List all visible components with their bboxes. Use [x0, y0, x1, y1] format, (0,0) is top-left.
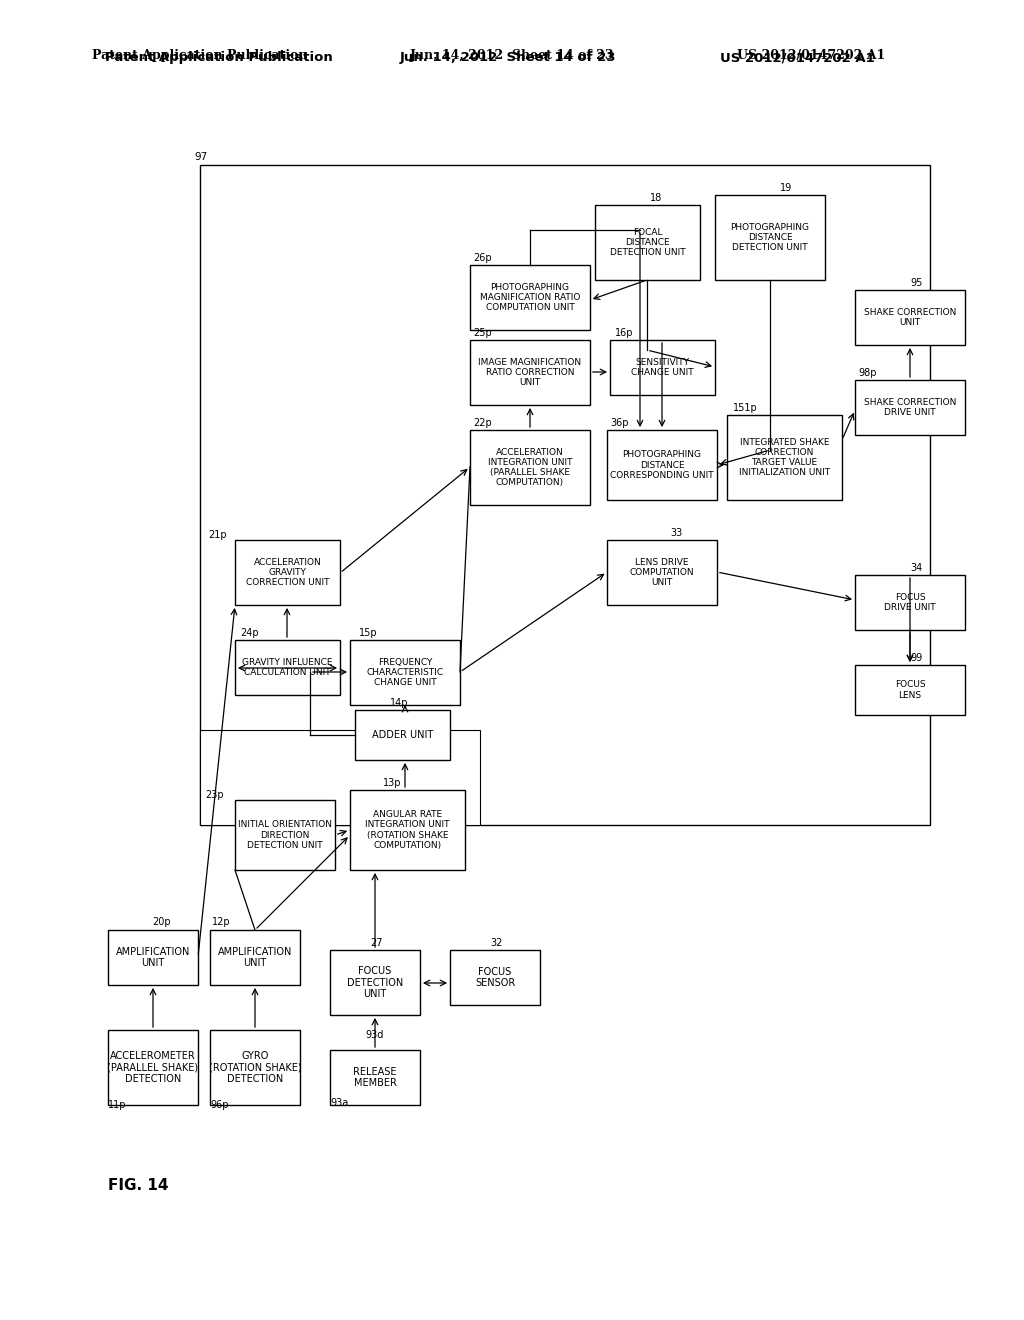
Text: PHOTOGRAPHING
MAGNIFICATION RATIO
COMPUTATION UNIT: PHOTOGRAPHING MAGNIFICATION RATIO COMPUT… — [480, 282, 581, 312]
Text: INTEGRATED SHAKE
CORRECTION
TARGET VALUE
INITIALIZATION UNIT: INTEGRATED SHAKE CORRECTION TARGET VALUE… — [739, 438, 830, 477]
Text: PHOTOGRAPHING
DISTANCE
DETECTION UNIT: PHOTOGRAPHING DISTANCE DETECTION UNIT — [730, 223, 810, 252]
Text: ADDER UNIT: ADDER UNIT — [372, 730, 433, 741]
Text: 95: 95 — [910, 279, 923, 288]
Bar — [330, 1049, 420, 1105]
Text: 93a: 93a — [330, 1098, 348, 1107]
Bar — [470, 341, 590, 405]
Bar — [210, 1030, 300, 1105]
Text: 27: 27 — [370, 939, 383, 948]
Text: 11p: 11p — [108, 1100, 127, 1110]
Bar — [610, 341, 715, 395]
Text: 13p: 13p — [383, 777, 401, 788]
Text: ACCELEROMETER
(PARALLEL SHAKE)
DETECTION: ACCELEROMETER (PARALLEL SHAKE) DETECTION — [108, 1051, 199, 1084]
Bar — [855, 380, 965, 436]
Text: 25p: 25p — [473, 327, 492, 338]
Text: Patent Application Publication: Patent Application Publication — [92, 49, 307, 62]
Bar — [595, 205, 700, 280]
Bar — [470, 265, 590, 330]
Text: 24p: 24p — [240, 628, 259, 638]
Bar — [607, 430, 717, 500]
Text: 12p: 12p — [212, 917, 230, 927]
Bar — [855, 665, 965, 715]
Bar — [350, 789, 465, 870]
Text: 14p: 14p — [390, 698, 409, 708]
Text: LENS DRIVE
COMPUTATION
UNIT: LENS DRIVE COMPUTATION UNIT — [630, 558, 694, 587]
Text: 98p: 98p — [858, 368, 877, 378]
Bar — [715, 195, 825, 280]
Bar — [234, 800, 335, 870]
Text: US 2012/0147202 A1: US 2012/0147202 A1 — [720, 51, 874, 65]
Text: 34: 34 — [910, 564, 923, 573]
Text: ACCELERATION
INTEGRATION UNIT
(PARALLEL SHAKE
COMPUTATION): ACCELERATION INTEGRATION UNIT (PARALLEL … — [487, 447, 572, 487]
Text: 20p: 20p — [152, 917, 171, 927]
Text: FIG. 14: FIG. 14 — [108, 1177, 169, 1192]
Bar — [450, 950, 540, 1005]
Text: FREQUENCY
CHARACTERISTIC
CHANGE UNIT: FREQUENCY CHARACTERISTIC CHANGE UNIT — [367, 657, 443, 686]
Text: SHAKE CORRECTION
UNIT: SHAKE CORRECTION UNIT — [864, 308, 956, 327]
Text: 23p: 23p — [205, 789, 223, 800]
Bar — [108, 931, 198, 985]
Bar — [200, 730, 480, 825]
Text: 19: 19 — [780, 183, 793, 193]
Text: 22p: 22p — [473, 418, 492, 428]
Text: RELEASE
MEMBER: RELEASE MEMBER — [353, 1067, 396, 1088]
Bar — [234, 640, 340, 696]
Text: FOCUS
SENSOR: FOCUS SENSOR — [475, 966, 515, 989]
Text: 36p: 36p — [610, 418, 629, 428]
Bar — [355, 710, 450, 760]
Text: 15p: 15p — [359, 628, 378, 638]
Text: US 2012/0147202 A1: US 2012/0147202 A1 — [737, 49, 886, 62]
Text: IMAGE MAGNIFICATION
RATIO CORRECTION
UNIT: IMAGE MAGNIFICATION RATIO CORRECTION UNI… — [478, 358, 582, 387]
Text: Jun. 14, 2012  Sheet 14 of 23: Jun. 14, 2012 Sheet 14 of 23 — [400, 51, 616, 65]
Text: 93d: 93d — [365, 1030, 383, 1040]
Bar — [855, 290, 965, 345]
Bar — [200, 165, 930, 825]
Bar — [210, 931, 300, 985]
Text: 33: 33 — [670, 528, 682, 539]
Text: 18: 18 — [650, 193, 663, 203]
Text: FOCUS
DETECTION
UNIT: FOCUS DETECTION UNIT — [347, 966, 403, 999]
Bar — [727, 414, 842, 500]
Text: PHOTOGRAPHING
DISTANCE
CORRESPONDING UNIT: PHOTOGRAPHING DISTANCE CORRESPONDING UNI… — [610, 450, 714, 479]
Text: FOCUS
DRIVE UNIT: FOCUS DRIVE UNIT — [884, 593, 936, 612]
Text: AMPLIFICATION
UNIT: AMPLIFICATION UNIT — [116, 946, 190, 968]
Text: FOCUS
LENS: FOCUS LENS — [895, 681, 926, 700]
Text: Patent Application Publication: Patent Application Publication — [105, 51, 333, 65]
Text: AMPLIFICATION
UNIT: AMPLIFICATION UNIT — [218, 946, 292, 968]
Bar — [234, 540, 340, 605]
Text: GYRO
(ROTATION SHAKE)
DETECTION: GYRO (ROTATION SHAKE) DETECTION — [209, 1051, 301, 1084]
Text: ANGULAR RATE
INTEGRATION UNIT
(ROTATION SHAKE
COMPUTATION): ANGULAR RATE INTEGRATION UNIT (ROTATION … — [366, 810, 450, 850]
Bar — [350, 640, 460, 705]
Bar — [108, 1030, 198, 1105]
Text: 151p: 151p — [733, 403, 758, 413]
Text: GRAVITY INFLUENCE
CALCULATION UNIT: GRAVITY INFLUENCE CALCULATION UNIT — [243, 657, 333, 677]
Text: 99: 99 — [910, 653, 923, 663]
Text: FOCAL
DISTANCE
DETECTION UNIT: FOCAL DISTANCE DETECTION UNIT — [609, 228, 685, 257]
Bar — [607, 540, 717, 605]
Text: ACCELERATION
GRAVITY
CORRECTION UNIT: ACCELERATION GRAVITY CORRECTION UNIT — [246, 558, 330, 587]
Text: 21p: 21p — [208, 531, 226, 540]
Text: INITIAL ORIENTATION
DIRECTION
DETECTION UNIT: INITIAL ORIENTATION DIRECTION DETECTION … — [238, 821, 332, 850]
Text: SENSITIVITY
CHANGE UNIT: SENSITIVITY CHANGE UNIT — [631, 358, 694, 378]
Text: 16p: 16p — [615, 327, 634, 338]
Text: 96p: 96p — [210, 1100, 228, 1110]
Text: 32: 32 — [490, 939, 503, 948]
Bar — [855, 576, 965, 630]
Bar — [470, 430, 590, 506]
Text: 97: 97 — [194, 152, 207, 162]
Text: 26p: 26p — [473, 253, 492, 263]
Bar — [330, 950, 420, 1015]
Text: Jun. 14, 2012  Sheet 14 of 23: Jun. 14, 2012 Sheet 14 of 23 — [410, 49, 614, 62]
Text: SHAKE CORRECTION
DRIVE UNIT: SHAKE CORRECTION DRIVE UNIT — [864, 397, 956, 417]
